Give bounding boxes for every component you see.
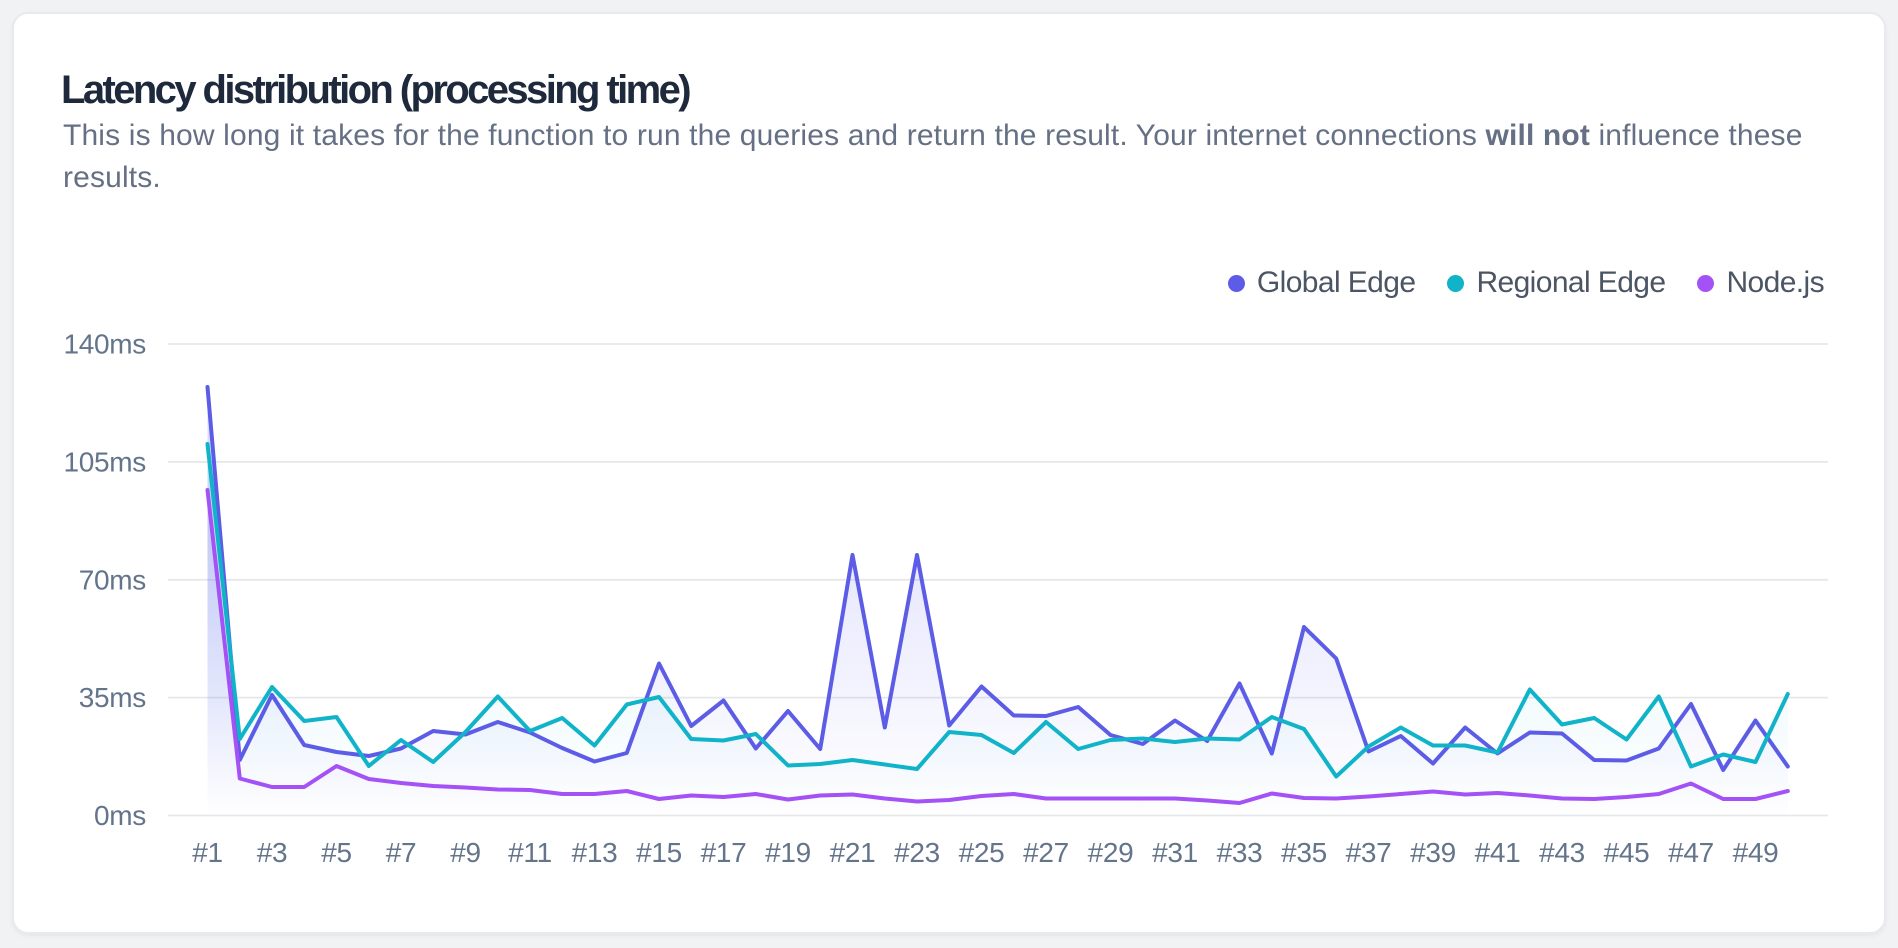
- svg-text:#33: #33: [1217, 837, 1263, 868]
- svg-text:35ms: 35ms: [79, 682, 146, 713]
- svg-text:#37: #37: [1346, 837, 1392, 868]
- svg-text:0ms: 0ms: [94, 800, 146, 831]
- svg-text:105ms: 105ms: [63, 446, 146, 477]
- svg-text:#27: #27: [1023, 837, 1069, 868]
- svg-text:#17: #17: [701, 837, 747, 868]
- svg-text:#21: #21: [830, 837, 876, 868]
- svg-text:#35: #35: [1281, 837, 1327, 868]
- svg-text:#43: #43: [1539, 837, 1585, 868]
- svg-text:#49: #49: [1733, 837, 1779, 868]
- svg-text:#3: #3: [257, 837, 288, 868]
- svg-text:#23: #23: [894, 837, 940, 868]
- svg-text:140ms: 140ms: [63, 329, 146, 360]
- svg-text:#25: #25: [959, 837, 1005, 868]
- svg-text:#41: #41: [1475, 837, 1521, 868]
- svg-text:#9: #9: [450, 837, 481, 868]
- svg-text:#45: #45: [1604, 837, 1650, 868]
- svg-text:#47: #47: [1668, 837, 1714, 868]
- svg-text:#19: #19: [765, 837, 811, 868]
- svg-text:#7: #7: [386, 837, 417, 868]
- svg-text:#13: #13: [572, 837, 618, 868]
- svg-text:#29: #29: [1088, 837, 1134, 868]
- svg-text:70ms: 70ms: [79, 564, 146, 595]
- svg-text:#11: #11: [508, 837, 552, 868]
- svg-text:#31: #31: [1152, 837, 1198, 868]
- svg-text:#15: #15: [636, 837, 682, 868]
- svg-text:#5: #5: [321, 837, 352, 868]
- svg-text:#1: #1: [192, 837, 223, 868]
- svg-text:#39: #39: [1410, 837, 1456, 868]
